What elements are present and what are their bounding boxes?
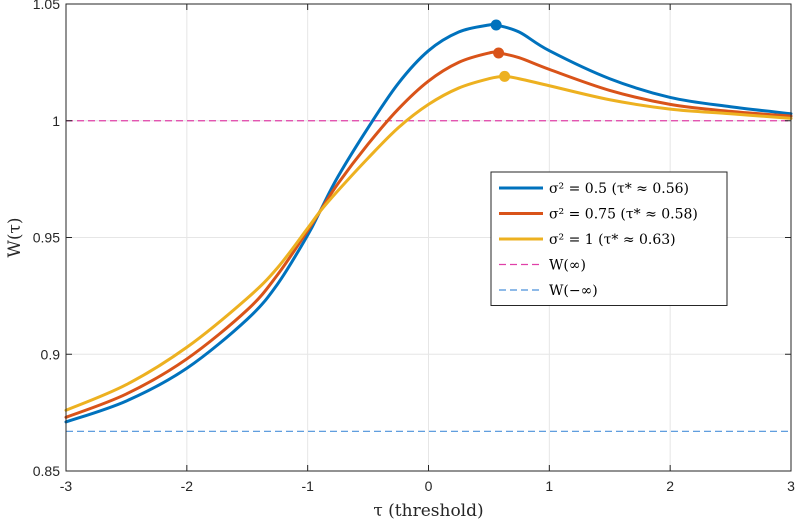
y-tick-label: 0.9 [41, 346, 61, 362]
legend-entry-label: σ² = 0.5 (τ* ≈ 0.56) [549, 181, 689, 197]
legend: σ² = 0.5 (τ* ≈ 0.56) σ² = 0.75 (τ* ≈ 0.58… [490, 171, 728, 306]
plot-area [64, 19, 793, 432]
tick-labels: -3 -2 -1 0 1 2 3 0.85 0.9 0.95 1 1.05 [33, 0, 795, 494]
peak-marker-3 [499, 70, 511, 82]
peak-marker-1 [490, 19, 502, 31]
series-line-3 [64, 74, 793, 412]
x-axis-label: τ (threshold) [373, 501, 483, 521]
y-tick-label: 0.85 [33, 463, 60, 479]
series-line-1 [64, 22, 793, 424]
legend-entry-label: W(−∞) [549, 283, 598, 299]
y-tick-label: 1 [52, 113, 60, 129]
x-tick-label: 0 [425, 478, 433, 494]
x-tick-label: -2 [181, 478, 194, 494]
y-tick-label: 0.95 [33, 230, 60, 246]
legend-entry-label: σ² = 1 (τ* ≈ 0.63) [549, 232, 676, 248]
peak-marker-2 [493, 47, 505, 59]
y-axis-label: W(τ) [5, 217, 25, 257]
x-tick-label: -1 [301, 478, 314, 494]
series-line-2 [64, 50, 793, 419]
x-tick-label: 3 [787, 478, 795, 494]
x-tick-label: 1 [545, 478, 553, 494]
x-tick-label: -3 [60, 478, 73, 494]
ticks [65, 3, 792, 472]
legend-entry-label: σ² = 0.75 (τ* ≈ 0.58) [549, 207, 698, 223]
x-tick-label: 2 [666, 478, 674, 494]
legend-entries: σ² = 0.5 (τ* ≈ 0.56) σ² = 0.75 (τ* ≈ 0.58… [499, 181, 698, 299]
legend-entry-label: W(∞) [549, 258, 586, 274]
y-tick-label: 1.05 [33, 0, 60, 12]
